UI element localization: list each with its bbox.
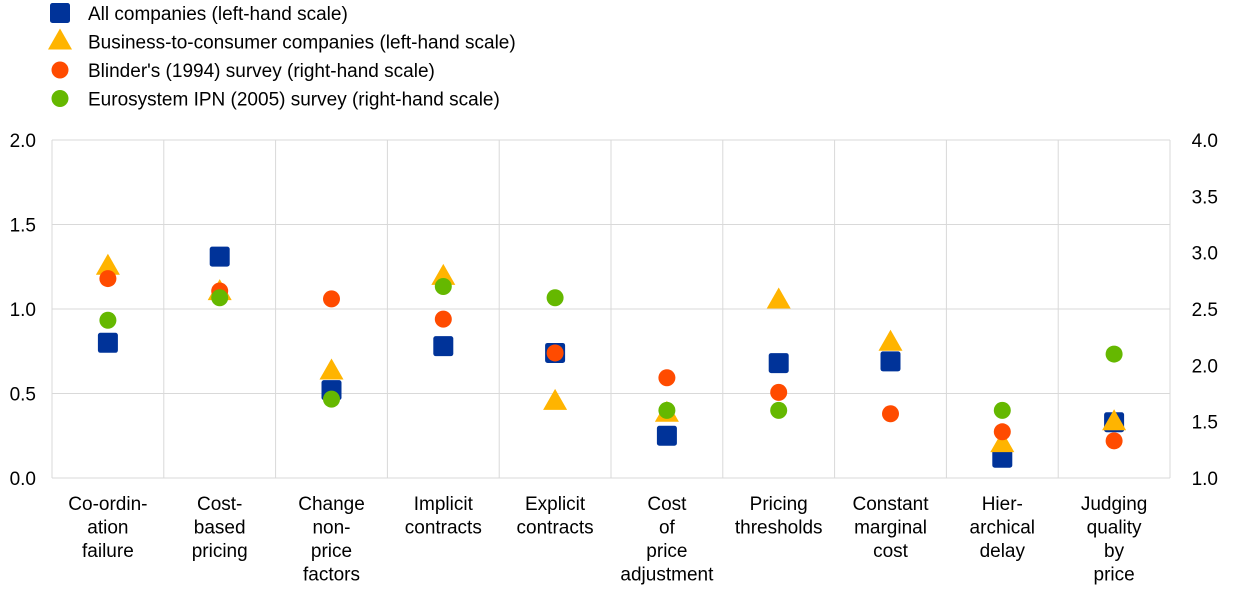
data-point bbox=[992, 447, 1013, 468]
category-label: Hier-archical delay bbox=[970, 494, 1035, 562]
data-point bbox=[1105, 432, 1123, 450]
right-tick-label: 1.5 bbox=[1192, 413, 1218, 434]
legend-label: Blinder's (1994) survey (right-hand scal… bbox=[88, 61, 435, 82]
category-label: Constant marginal cost bbox=[852, 494, 929, 562]
data-point bbox=[770, 383, 788, 401]
data-points bbox=[95, 246, 1127, 468]
data-point bbox=[768, 353, 789, 374]
legend-label: Business-to-consumer companies (left-han… bbox=[88, 33, 516, 54]
category-label: Co-ordin-ation failure bbox=[68, 494, 147, 562]
legend-marker bbox=[51, 61, 69, 79]
data-point bbox=[99, 270, 117, 288]
category-label: Pricing thresholds bbox=[735, 494, 823, 539]
data-point bbox=[658, 369, 676, 387]
data-point bbox=[434, 277, 452, 295]
left-tick-label: 1.0 bbox=[10, 300, 36, 321]
legend-marker bbox=[50, 3, 70, 23]
legend: All companies (left-hand scale) Business-… bbox=[48, 3, 516, 111]
category-label: Change non-price factors bbox=[298, 494, 365, 586]
right-tick-label: 1.0 bbox=[1192, 469, 1218, 490]
data-point bbox=[882, 405, 899, 423]
data-point bbox=[323, 390, 340, 408]
legend-label: Eurosystem IPN (2005) survey (right-hand… bbox=[88, 90, 500, 111]
data-point bbox=[1102, 409, 1127, 431]
data-point bbox=[543, 388, 568, 410]
legend-item: Blinder's (1994) survey (right-hand scal… bbox=[51, 61, 435, 82]
data-point bbox=[770, 401, 788, 419]
series-3 bbox=[99, 277, 1123, 419]
data-point bbox=[546, 344, 564, 362]
legend-marker bbox=[48, 28, 72, 50]
data-point bbox=[433, 336, 454, 357]
left-tick-label: 1.5 bbox=[10, 216, 36, 237]
left-tick-label: 2.0 bbox=[10, 131, 36, 152]
legend-label: All companies (left-hand scale) bbox=[88, 4, 348, 25]
right-tick-label: 2.0 bbox=[1192, 356, 1218, 377]
data-point bbox=[95, 253, 120, 275]
legend-marker bbox=[51, 90, 69, 107]
category-label: Explicit contracts bbox=[517, 494, 594, 539]
data-point bbox=[431, 263, 456, 285]
data-point bbox=[766, 287, 791, 309]
data-point bbox=[99, 311, 117, 329]
data-point bbox=[1105, 345, 1123, 363]
right-tick-label: 2.5 bbox=[1192, 300, 1218, 321]
data-point bbox=[880, 351, 901, 372]
data-point bbox=[993, 401, 1011, 419]
category-labels: Co-ordin-ation failure Cost-based pricing Ch… bbox=[68, 494, 1147, 586]
category-label: Cost-based pricing bbox=[192, 494, 248, 562]
data-point bbox=[658, 401, 676, 419]
data-point bbox=[993, 423, 1011, 441]
category-label: Implicit contracts bbox=[405, 494, 482, 539]
data-point bbox=[319, 358, 344, 380]
data-point bbox=[990, 431, 1015, 453]
data-point bbox=[209, 246, 230, 267]
legend-item: All companies (left-hand scale) bbox=[50, 3, 348, 25]
legend-item: Eurosystem IPN (2005) survey (right-hand… bbox=[51, 90, 500, 111]
category-label: Judging quality by price bbox=[1081, 494, 1148, 586]
data-point bbox=[434, 310, 452, 328]
category-label: Cost of price adjustment bbox=[620, 494, 714, 586]
data-point bbox=[878, 329, 903, 351]
right-axis: 1.0 1.5 2.0 2.5 3.0 3.5 4.0 bbox=[1192, 131, 1218, 490]
gridlines bbox=[51, 139, 1171, 479]
right-tick-label: 3.0 bbox=[1192, 244, 1218, 265]
left-tick-label: 0.0 bbox=[10, 469, 36, 490]
data-point bbox=[546, 289, 564, 307]
data-point bbox=[323, 290, 340, 308]
left-tick-label: 0.5 bbox=[10, 385, 36, 406]
data-point bbox=[211, 289, 229, 307]
left-axis: 0.0 0.5 1.0 1.5 2.0 bbox=[10, 131, 36, 490]
legend-item: Business-to-consumer companies (left-han… bbox=[48, 28, 516, 54]
right-tick-label: 4.0 bbox=[1192, 131, 1218, 152]
right-tick-label: 3.5 bbox=[1192, 187, 1218, 208]
data-point bbox=[97, 332, 118, 353]
data-point bbox=[656, 425, 677, 446]
